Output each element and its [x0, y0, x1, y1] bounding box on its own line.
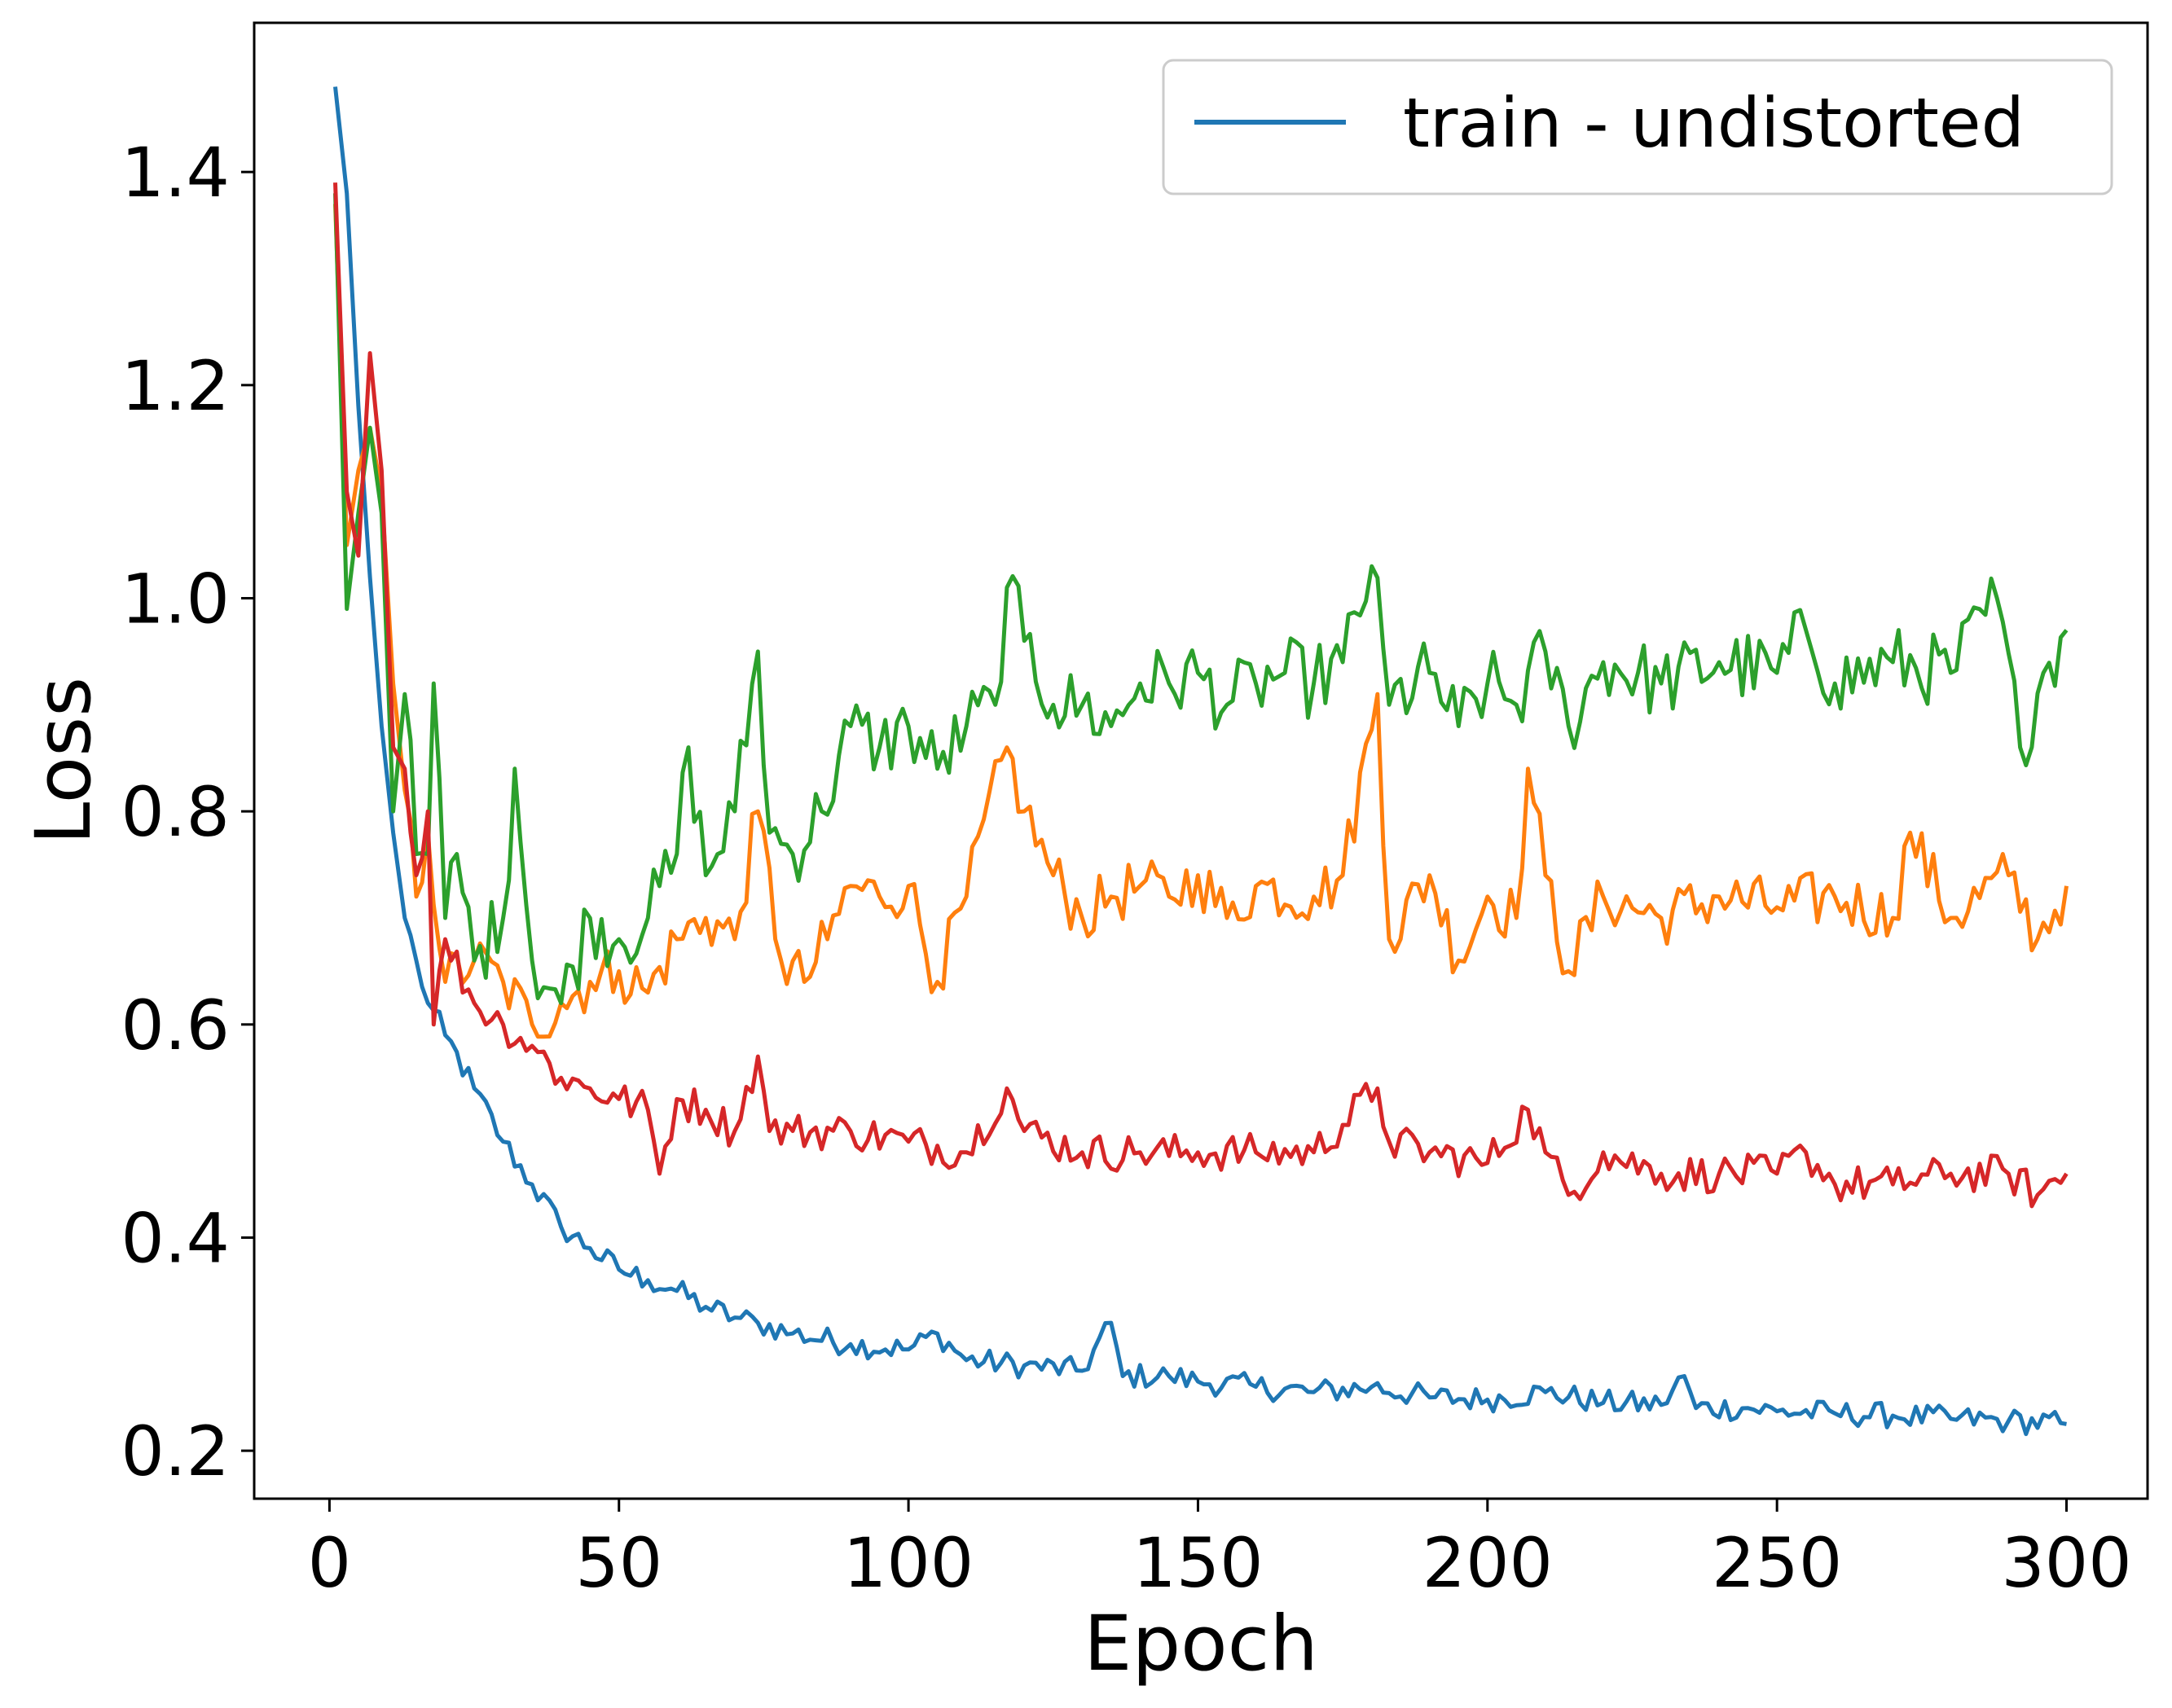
- series-layer: [333, 86, 2069, 1437]
- y-axis: 0.2 0.4 0.6 0.8 1.0 1.2 1.4: [121, 133, 254, 1491]
- y-tick-label: 1.0: [121, 559, 230, 639]
- y-tick-label: 0.2: [121, 1412, 230, 1491]
- x-tick-label: 100: [843, 1523, 974, 1603]
- y-tick-label: 1.4: [121, 133, 230, 213]
- x-axis-label: Epoch: [1084, 1600, 1318, 1688]
- y-tick-label: 0.6: [121, 986, 230, 1065]
- series-line-3: [333, 182, 2069, 1209]
- series-line-0: [333, 86, 2067, 1437]
- legend: train - undistorted: [1162, 59, 2113, 195]
- legend-box: [1162, 59, 2113, 195]
- series-line-2: [333, 193, 2069, 1006]
- y-tick-label: 0.8: [121, 772, 230, 852]
- y-tick-label: 0.4: [121, 1198, 230, 1278]
- x-tick-label: 150: [1132, 1523, 1263, 1603]
- legend-label: train - undistorted: [1403, 83, 2025, 163]
- x-tick-label: 0: [308, 1523, 351, 1603]
- series-line-1: [333, 204, 2069, 1039]
- plot-frame: [253, 21, 2149, 1500]
- x-axis: 0 50 100 150 200 250 300: [308, 1499, 2132, 1603]
- x-tick-label: 200: [1422, 1523, 1553, 1603]
- x-tick-label: 300: [2001, 1523, 2131, 1603]
- y-axis-label: Loss: [20, 677, 108, 845]
- x-tick-label: 50: [575, 1523, 662, 1603]
- x-tick-label: 250: [1712, 1523, 1842, 1603]
- y-tick-label: 1.2: [121, 346, 230, 426]
